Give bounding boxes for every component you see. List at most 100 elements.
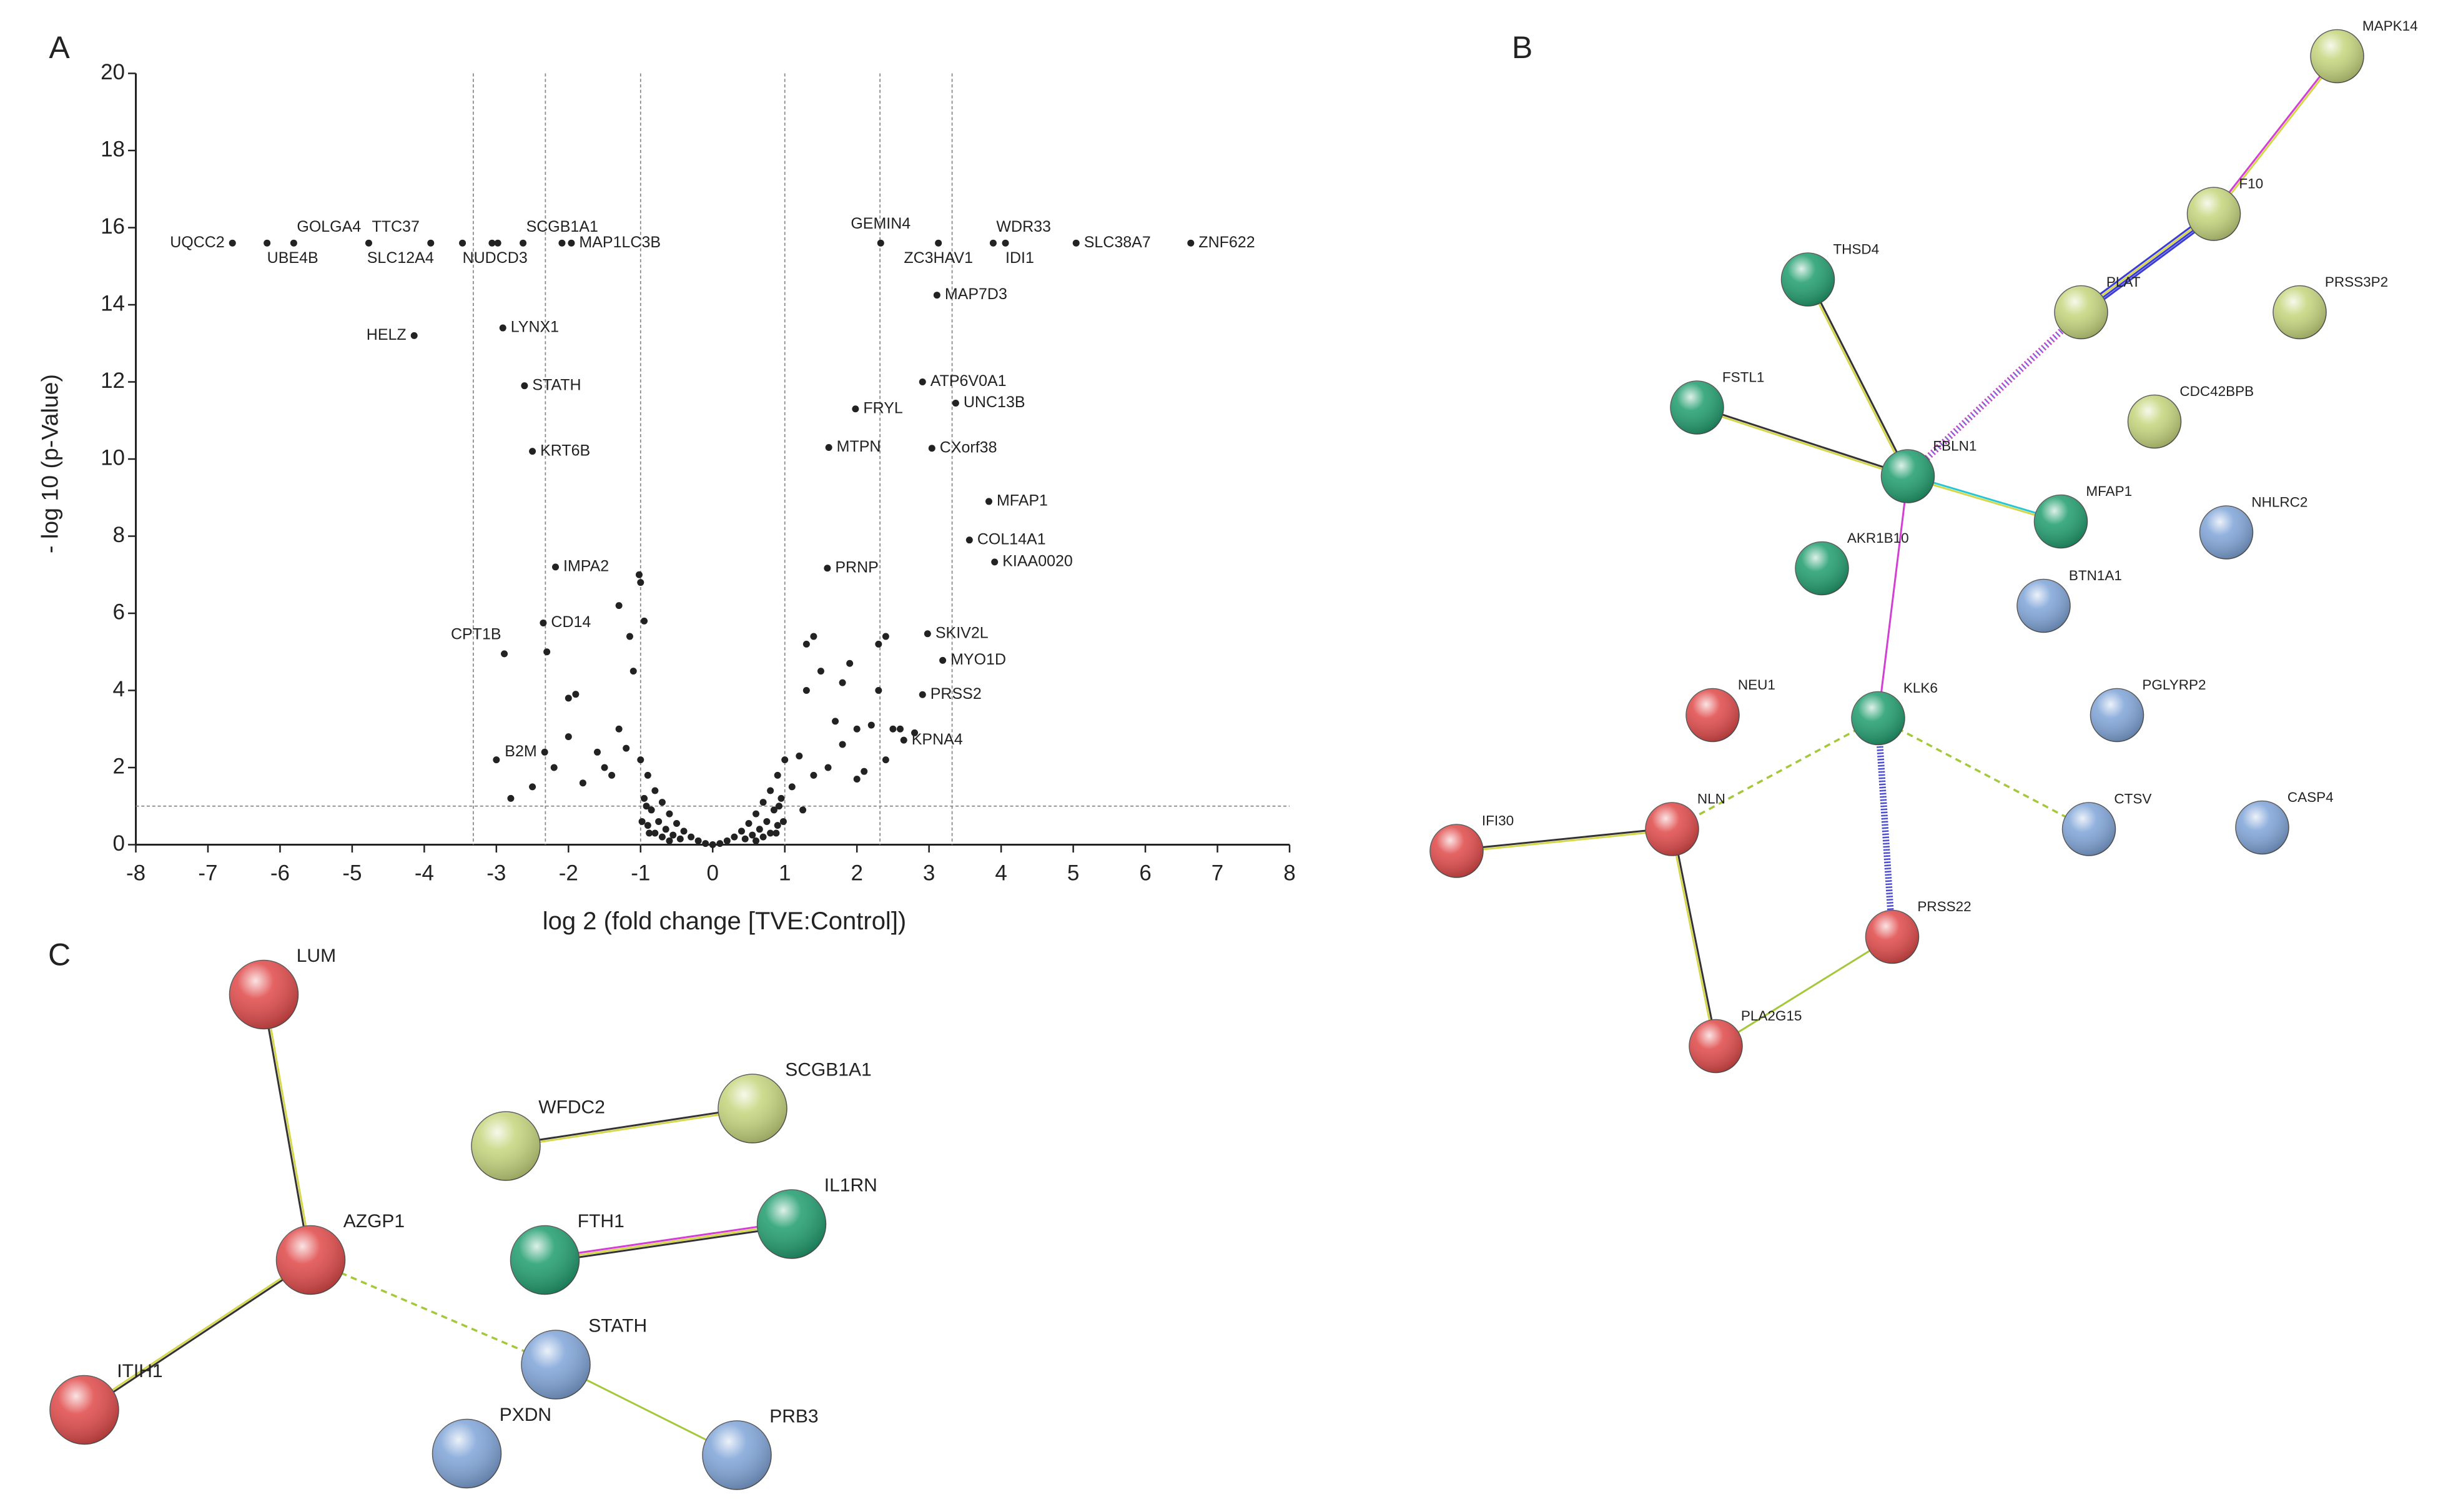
node-shine bbox=[703, 1421, 771, 1490]
point bbox=[529, 448, 536, 455]
node-shine bbox=[521, 1330, 591, 1399]
node-shine bbox=[1430, 824, 1483, 877]
point bbox=[882, 633, 889, 640]
node-shine bbox=[2090, 688, 2144, 742]
node-label: SCGB1A1 bbox=[785, 1059, 871, 1080]
point-label: UQCC2 bbox=[170, 234, 225, 251]
point bbox=[552, 563, 560, 571]
x-tick-label: -7 bbox=[198, 861, 217, 885]
point bbox=[889, 725, 897, 733]
point-label: MAP1LC3B bbox=[579, 234, 661, 251]
x-tick-label: -5 bbox=[342, 861, 362, 885]
point-label: MFAP1 bbox=[997, 492, 1048, 510]
point bbox=[615, 602, 623, 610]
point bbox=[646, 829, 653, 837]
node-label: PRSS22 bbox=[1917, 899, 1971, 914]
y-tick-label: 18 bbox=[101, 137, 125, 161]
point bbox=[615, 725, 623, 733]
point bbox=[229, 239, 236, 247]
point bbox=[952, 399, 959, 407]
node-label: NLN bbox=[1697, 791, 1725, 807]
point bbox=[799, 806, 807, 814]
point-label: ZC3HAV1 bbox=[904, 249, 973, 267]
network-edge bbox=[1806, 279, 1908, 477]
node-shine bbox=[718, 1074, 787, 1143]
node-shine bbox=[1852, 691, 1905, 745]
point bbox=[676, 835, 684, 842]
point bbox=[853, 725, 861, 733]
network-edge bbox=[1877, 476, 1909, 719]
x-tick-label: 5 bbox=[1067, 861, 1079, 885]
point bbox=[558, 239, 566, 247]
node-shine bbox=[229, 960, 299, 1029]
point-label: NUDCD3 bbox=[463, 249, 528, 267]
network-edge bbox=[1908, 313, 2084, 479]
point bbox=[427, 239, 435, 247]
point bbox=[900, 736, 907, 744]
point bbox=[846, 660, 854, 667]
network-edge bbox=[1696, 407, 1908, 478]
point bbox=[365, 239, 372, 247]
node-label: WFDC2 bbox=[538, 1097, 605, 1117]
point bbox=[1072, 239, 1080, 247]
point bbox=[688, 833, 695, 841]
network-edge bbox=[1715, 936, 1893, 1047]
point-label: CD14 bbox=[551, 613, 591, 631]
point bbox=[867, 721, 875, 729]
point bbox=[666, 810, 673, 818]
node-label: MFAP1 bbox=[2086, 483, 2132, 499]
point bbox=[759, 833, 767, 841]
point bbox=[839, 741, 846, 748]
point bbox=[935, 239, 942, 247]
point-label: IDI1 bbox=[1005, 249, 1034, 267]
point bbox=[493, 756, 500, 764]
point bbox=[673, 820, 681, 828]
node-label: IFI30 bbox=[1482, 813, 1514, 829]
point bbox=[651, 829, 659, 837]
panel-letter: A bbox=[49, 30, 70, 65]
point bbox=[641, 617, 648, 625]
y-axis-label: - log 10 (p-Value) bbox=[36, 374, 62, 553]
network-edge bbox=[1905, 310, 2081, 476]
y-tick-label: 0 bbox=[113, 831, 125, 856]
network-edge bbox=[1879, 718, 1896, 937]
network-edge bbox=[1697, 405, 1909, 477]
point-label: ATP6V0A1 bbox=[930, 372, 1007, 390]
node-label: CDC42BPB bbox=[2179, 383, 2254, 399]
node-shine bbox=[1795, 541, 1848, 595]
point bbox=[741, 835, 749, 842]
point-label: HELZ bbox=[367, 326, 407, 343]
point bbox=[802, 640, 810, 648]
network-edge bbox=[545, 1223, 792, 1261]
point bbox=[638, 818, 646, 825]
node-label: PLAT bbox=[2106, 274, 2141, 290]
point bbox=[919, 691, 926, 698]
x-tick-label: 0 bbox=[707, 861, 719, 885]
point bbox=[875, 687, 882, 694]
node-label: FBLN1 bbox=[1933, 438, 1977, 454]
point bbox=[875, 640, 882, 648]
x-tick-label: -6 bbox=[270, 861, 290, 885]
point bbox=[825, 443, 832, 451]
node-label: PLA2G15 bbox=[1741, 1008, 1802, 1024]
point bbox=[774, 771, 781, 779]
point bbox=[410, 332, 418, 339]
network-edge bbox=[1808, 279, 1910, 477]
y-tick-label: 8 bbox=[113, 523, 125, 547]
node-shine bbox=[1865, 910, 1919, 964]
network-edge bbox=[262, 994, 311, 1261]
point bbox=[756, 826, 763, 833]
point bbox=[882, 756, 889, 764]
point bbox=[731, 833, 738, 841]
point bbox=[507, 794, 515, 802]
node-shine bbox=[2199, 506, 2253, 559]
node-shine bbox=[2055, 285, 2108, 339]
node-label: FTH1 bbox=[578, 1211, 624, 1232]
network-edge bbox=[1456, 827, 1672, 851]
point bbox=[933, 292, 940, 299]
point bbox=[488, 239, 496, 247]
point bbox=[767, 787, 774, 794]
point-label: WDR33 bbox=[996, 218, 1051, 235]
node-shine bbox=[276, 1225, 345, 1295]
